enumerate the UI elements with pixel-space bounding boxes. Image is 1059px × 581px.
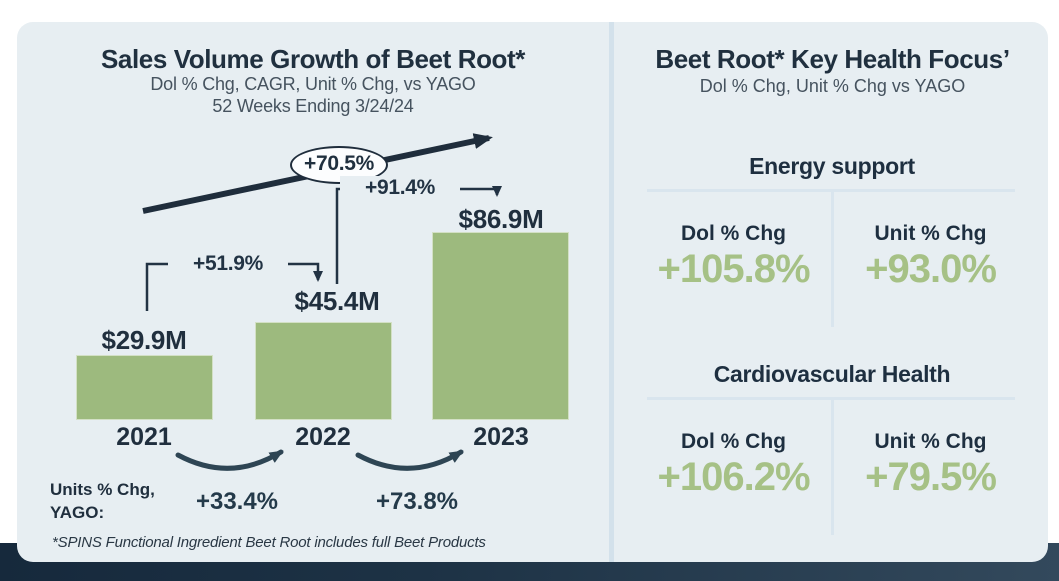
dollar-pct-change-2021-2022: +51.9% bbox=[168, 252, 288, 276]
section-column-divider bbox=[831, 399, 834, 535]
cardio-dollar-pct-value: +106.2% bbox=[657, 455, 810, 499]
cardio-dollar-col: Dol % Chg +106.2% bbox=[635, 400, 832, 498]
spins-footnote: *SPINS Functional Ingredient Beet Root i… bbox=[52, 534, 486, 551]
unit-pct-chg-label: Unit % Chg bbox=[874, 430, 987, 453]
x-axis-label-2021: 2021 bbox=[116, 423, 172, 451]
cardio-unit-col: Unit % Chg +79.5% bbox=[832, 400, 1029, 498]
units-yago-caption-line2: YAGO: bbox=[50, 502, 105, 522]
bar-2022 bbox=[255, 322, 392, 420]
bar-2021 bbox=[76, 355, 213, 420]
section-rule bbox=[647, 189, 1015, 192]
sales-growth-period: 52 Weeks Ending 3/24/24 bbox=[212, 96, 414, 116]
units-pct-change-2021-2022: +33.4% bbox=[195, 488, 279, 515]
units-yago-caption: Units % Chg, YAGO: bbox=[50, 479, 155, 525]
units-yago-caption-line1: Units % Chg, bbox=[50, 480, 155, 499]
units-pct-change-2022-2023: +73.8% bbox=[375, 488, 459, 515]
bar-2023 bbox=[432, 232, 569, 420]
unit-pct-chg-label: Unit % Chg bbox=[874, 222, 987, 245]
health-focus-subtitle: Dol % Chg, Unit % Chg vs YAGO bbox=[699, 76, 966, 96]
bar-value-2022: $45.4M bbox=[294, 286, 380, 316]
panel-divider bbox=[609, 22, 614, 562]
section-rule bbox=[647, 397, 1015, 400]
energy-unit-pct-value: +93.0% bbox=[865, 247, 997, 291]
section-cardiovascular-health: Cardiovascular Health Dol % Chg +106.2% … bbox=[635, 360, 1029, 535]
bar-value-2023: $86.9M bbox=[458, 204, 544, 234]
sales-growth-subtitle: Dol % Chg, CAGR, Unit % Chg, vs YAGO bbox=[150, 74, 476, 94]
energy-dollar-col: Dol % Chg +105.8% bbox=[635, 192, 832, 290]
energy-dollar-pct-value: +105.8% bbox=[657, 247, 810, 291]
health-focus-title: Beet Root* Key Health Focus’ bbox=[655, 44, 1010, 74]
cardio-unit-pct-value: +79.5% bbox=[865, 455, 997, 499]
units-change-arrow-2022-2023 bbox=[355, 449, 464, 471]
section-energy-support: Energy support Dol % Chg +105.8% Unit % … bbox=[635, 152, 1029, 327]
section-column-divider bbox=[831, 191, 834, 327]
bar-value-2021: $29.9M bbox=[101, 325, 187, 355]
dollar-pct-change-2022-2023: +91.4% bbox=[340, 176, 460, 200]
section-energy-support-heading: Energy support bbox=[749, 153, 915, 179]
cagr-badge: +70.5% bbox=[290, 146, 388, 184]
energy-unit-col: Unit % Chg +93.0% bbox=[832, 192, 1029, 290]
x-axis-label-2022: 2022 bbox=[295, 423, 351, 451]
dollar-pct-chg-label: Dol % Chg bbox=[681, 430, 786, 453]
dollar-pct-chg-label: Dol % Chg bbox=[681, 222, 786, 245]
content-card: Sales Volume Growth of Beet Root* Dol % … bbox=[17, 22, 1048, 562]
sales-growth-title: Sales Volume Growth of Beet Root* bbox=[100, 44, 526, 74]
units-change-arrow-2021-2022 bbox=[175, 449, 284, 471]
section-cardiovascular-heading: Cardiovascular Health bbox=[713, 361, 951, 387]
x-axis-label-2023: 2023 bbox=[473, 423, 529, 451]
